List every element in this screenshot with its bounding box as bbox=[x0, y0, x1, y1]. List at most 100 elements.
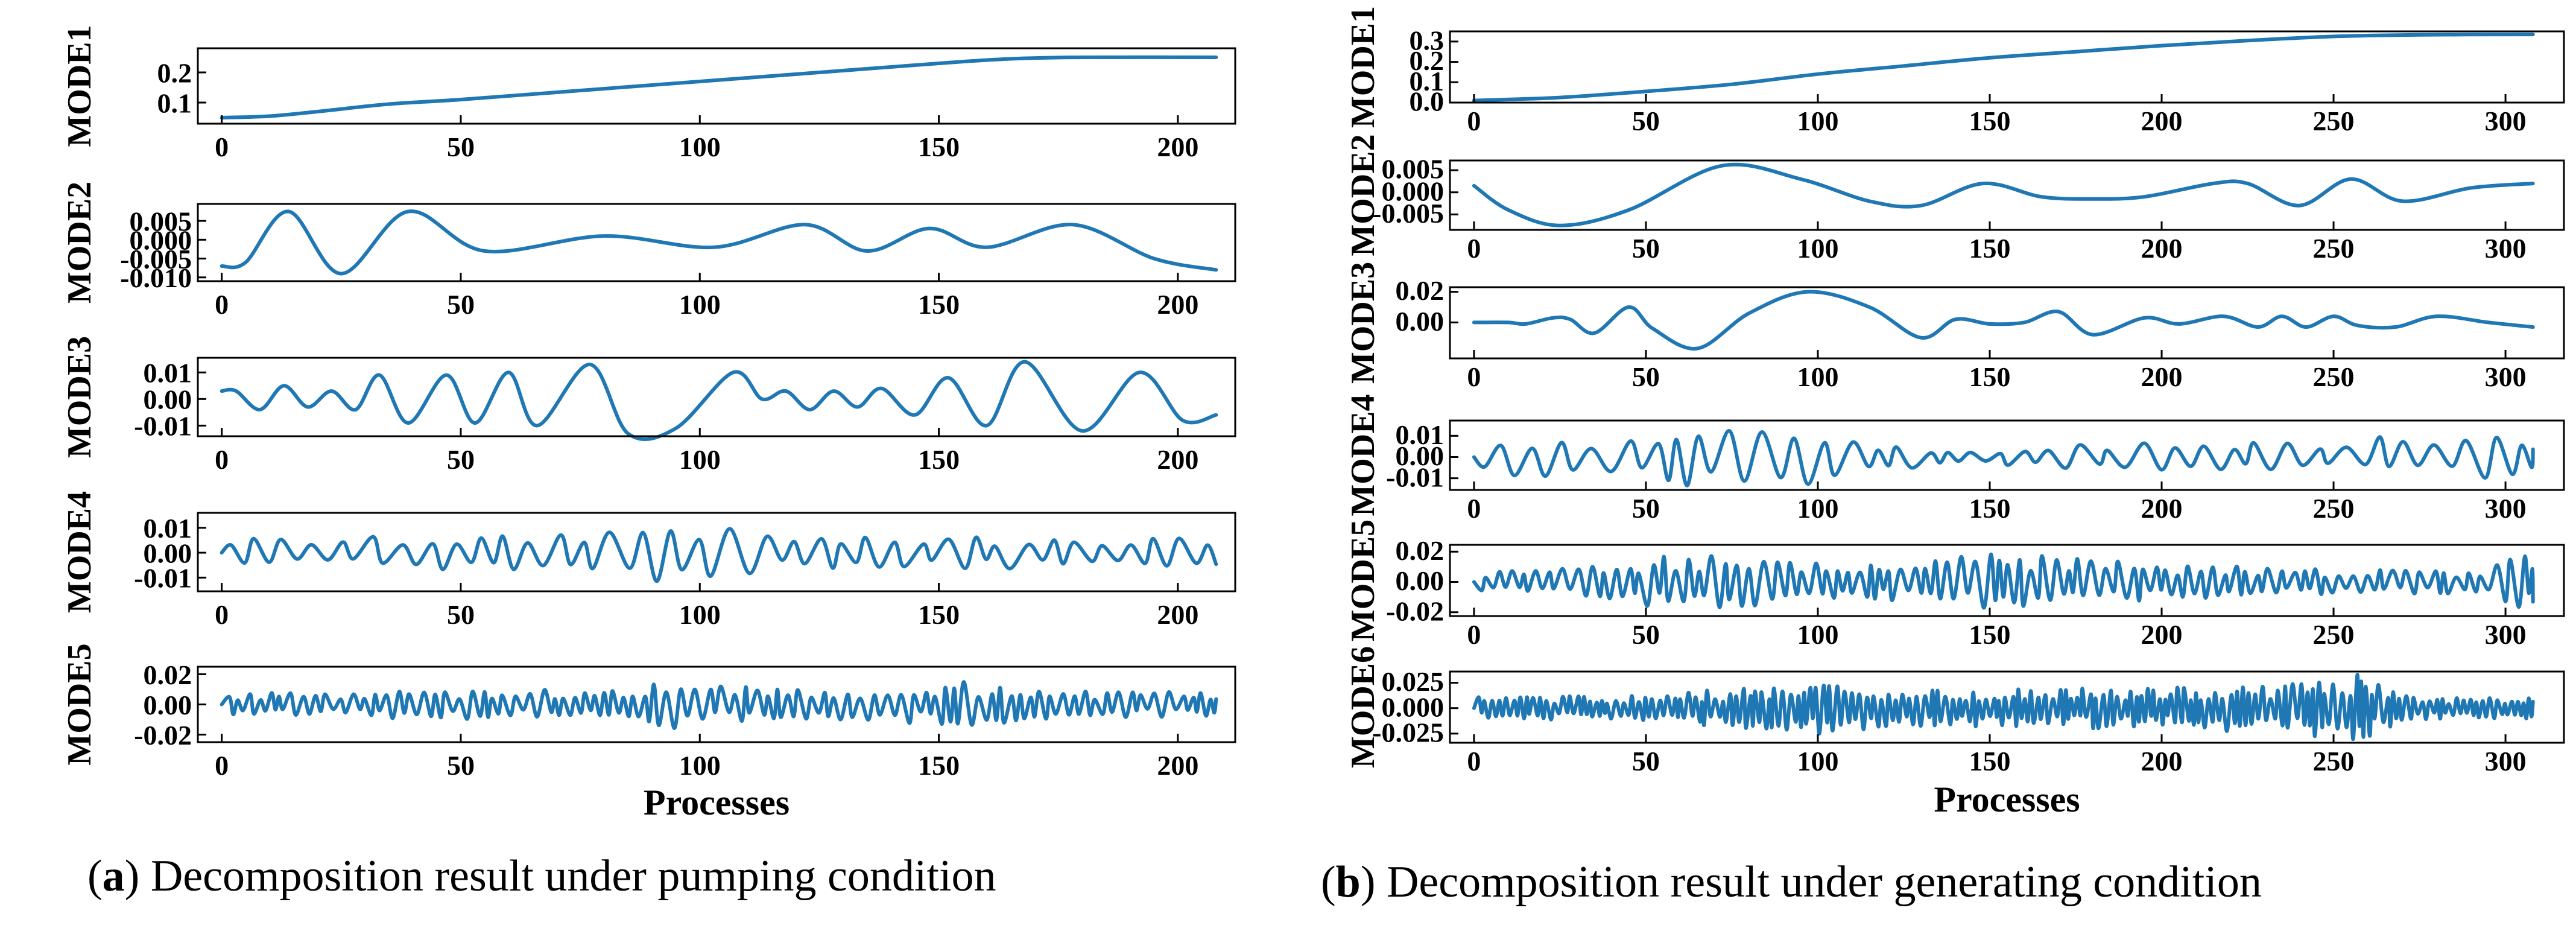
y-axis-label-mode4: MODE4 bbox=[1344, 394, 1382, 516]
series-line-mode3 bbox=[1472, 290, 2535, 351]
y-tick-label: 0.01 bbox=[144, 358, 192, 389]
x-tick-label: 300 bbox=[2485, 233, 2527, 264]
x-tick-label: 150 bbox=[1969, 361, 2010, 392]
x-tick-label: 0 bbox=[1467, 361, 1481, 392]
x-tick-label: 50 bbox=[447, 132, 475, 162]
y-tick-label: 0.2 bbox=[157, 57, 192, 88]
x-tick-label: 300 bbox=[2485, 106, 2527, 136]
caption-a-letter: a bbox=[102, 851, 125, 901]
y-axis-label-mode4: MODE4 bbox=[61, 491, 98, 613]
plot-frame bbox=[197, 203, 1236, 282]
x-tick-label: 250 bbox=[2313, 619, 2355, 650]
x-axis-label-b: Processes bbox=[1934, 780, 2080, 819]
x-tick-label: 250 bbox=[2313, 493, 2355, 524]
x-tick-label: 200 bbox=[2141, 493, 2183, 524]
series-line-mode5 bbox=[220, 680, 1218, 730]
y-tick-label: 0.00 bbox=[144, 538, 192, 568]
y-tick-label: -0.01 bbox=[1386, 462, 1444, 492]
series-line-mode6 bbox=[1472, 673, 2535, 741]
x-tick-label: 50 bbox=[1632, 493, 1660, 524]
y-tick-label: 0.02 bbox=[144, 659, 192, 690]
x-tick-label: 250 bbox=[2313, 746, 2355, 777]
x-tick-label: 150 bbox=[1969, 493, 2010, 524]
y-axis-label-mode2: MODE2 bbox=[61, 182, 98, 303]
y-axis-label-mode6: MODE6 bbox=[1344, 646, 1382, 768]
plot-frame bbox=[197, 512, 1236, 593]
y-axis-label-mode5: MODE5 bbox=[61, 643, 98, 765]
caption-b-text: Decomposition result under generating co… bbox=[1375, 857, 2262, 907]
y-axis-label-mode5: MODE5 bbox=[1344, 520, 1382, 641]
x-tick-label: 100 bbox=[679, 599, 721, 630]
plot-frame bbox=[1449, 159, 2565, 231]
x-tick-label: 100 bbox=[679, 750, 721, 781]
panel-a: 0 50 100 150 200 0.10.2 MODE1 0 50 100 150 200 0.00 5… bbox=[61, 25, 1236, 822]
y-tick-label: 0.025 bbox=[1382, 666, 1445, 697]
caption-b-letter: b bbox=[1335, 857, 1361, 907]
y-tick-label: -0.005 bbox=[120, 244, 192, 275]
x-tick-label: 100 bbox=[679, 132, 721, 162]
x-tick-label: 150 bbox=[918, 444, 960, 475]
caption-a-text: Decomposition result under pumping condi… bbox=[139, 851, 996, 901]
caption-a: (a) Decomposition result under pumping c… bbox=[87, 851, 996, 901]
y-tick-label: 0.1 bbox=[157, 87, 192, 118]
x-tick-label: 200 bbox=[2141, 619, 2183, 650]
x-tick-label: 100 bbox=[1797, 746, 1838, 777]
series-line-mode2 bbox=[220, 209, 1218, 276]
plot-frame bbox=[1449, 30, 2565, 104]
x-tick-label: 200 bbox=[1157, 444, 1198, 475]
x-tick-label: 150 bbox=[918, 289, 960, 320]
subplot-b-mode1: 0 50 100 150 200 250 300 0.00.10.20.3 MODE1 bbox=[1344, 6, 2565, 136]
x-tick-label: 200 bbox=[1157, 289, 1198, 320]
x-tick-label: 300 bbox=[2485, 619, 2527, 650]
x-tick-label: 0 bbox=[215, 444, 229, 475]
y-tick-label: 0.005 bbox=[1382, 154, 1445, 185]
plot-frame bbox=[197, 357, 1236, 437]
x-tick-label: 100 bbox=[1797, 106, 1838, 136]
series-line-mode5 bbox=[1472, 552, 2535, 610]
x-tick-label: 250 bbox=[2313, 106, 2355, 136]
x-tick-label: 50 bbox=[447, 750, 475, 781]
x-tick-label: 50 bbox=[447, 599, 475, 630]
y-tick-label: 0.00 bbox=[144, 384, 192, 415]
x-tick-label: 100 bbox=[679, 289, 721, 320]
x-tick-label: 150 bbox=[918, 132, 960, 162]
x-tick-label: 250 bbox=[2313, 233, 2355, 264]
x-tick-label: 150 bbox=[1969, 746, 2010, 777]
plot-frame bbox=[197, 47, 1236, 125]
series-line-mode4 bbox=[220, 527, 1218, 583]
x-tick-label: 50 bbox=[1632, 746, 1660, 777]
plot-frame bbox=[1449, 419, 2565, 491]
y-tick-label: 0.000 bbox=[130, 225, 192, 256]
x-tick-label: 200 bbox=[2141, 361, 2183, 392]
y-tick-label: 0.02 bbox=[1396, 275, 1445, 306]
x-tick-label: 250 bbox=[2313, 361, 2355, 392]
plot-frame bbox=[1449, 544, 2565, 617]
x-tick-label: 100 bbox=[1797, 493, 1838, 524]
y-axis-label-mode3: MODE3 bbox=[1344, 262, 1382, 384]
y-axis-label-mode2: MODE2 bbox=[1344, 134, 1382, 256]
subplot-a-mode4: 0 50 100 150 200 0.010.00-0.01 MODE4 bbox=[61, 491, 1236, 630]
series-line-mode4 bbox=[1472, 429, 2535, 488]
series-line-mode1 bbox=[1472, 33, 2535, 103]
y-tick-label: -0.005 bbox=[1372, 198, 1444, 229]
y-tick-label: 0.0 bbox=[1410, 86, 1445, 117]
y-tick-label: -0.01 bbox=[134, 411, 192, 442]
x-tick-label: 150 bbox=[1969, 619, 2010, 650]
x-tick-label: 50 bbox=[1632, 619, 1660, 650]
x-axis-label-a: Processes bbox=[644, 783, 790, 822]
x-tick-label: 0 bbox=[215, 599, 229, 630]
x-tick-label: 150 bbox=[918, 599, 960, 630]
y-tick-label: 0.01 bbox=[144, 513, 192, 544]
y-tick-label: -0.010 bbox=[120, 262, 192, 293]
y-axis-label-mode1: MODE1 bbox=[61, 25, 98, 147]
y-tick-label: 0.000 bbox=[1382, 176, 1445, 206]
x-tick-label: 300 bbox=[2485, 493, 2527, 524]
y-tick-label: -0.02 bbox=[1386, 596, 1444, 626]
x-tick-label: 200 bbox=[2141, 106, 2183, 136]
